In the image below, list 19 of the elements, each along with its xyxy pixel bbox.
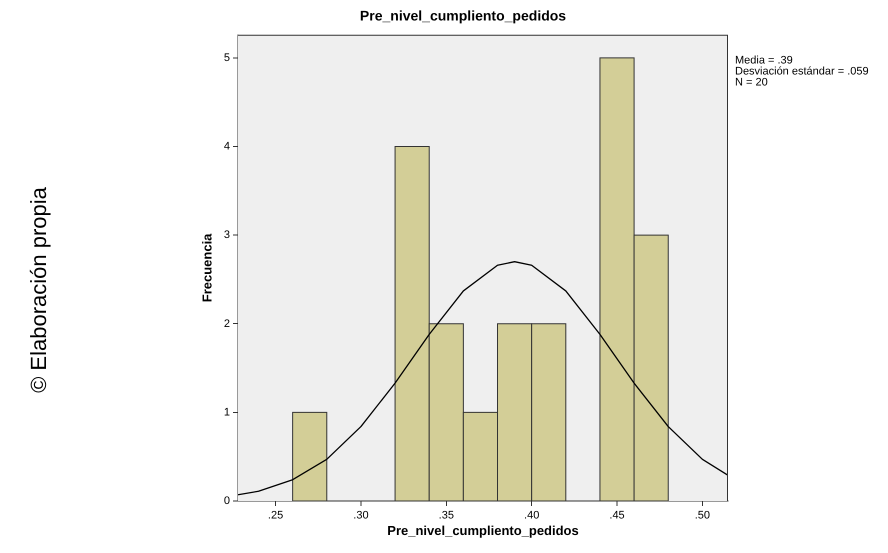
text: N = 20 xyxy=(735,76,768,88)
y-tick-label: 4 xyxy=(224,140,230,153)
x-tick-label: .25 xyxy=(268,510,284,522)
x-tick-label: .40 xyxy=(524,510,540,522)
x-axis-title: Pre_nivel_cumpliento_pedidos xyxy=(387,522,579,538)
text: Media = .39 xyxy=(735,54,793,66)
chart-title: Pre_nivel_cumpliento_pedidos xyxy=(360,7,566,24)
y-tick-label: 2 xyxy=(224,318,230,330)
text: © Elaboración propia xyxy=(26,186,52,393)
y-tick-label: 0 xyxy=(224,495,230,508)
y-tick-label: 1 xyxy=(224,406,230,418)
y-axis-title: Frecuencia xyxy=(199,232,214,302)
y-tick-label: 5 xyxy=(224,52,230,64)
y-tick-label: 3 xyxy=(224,229,230,242)
x-tick-label: .35 xyxy=(438,510,454,522)
x-tick-label: .50 xyxy=(694,510,710,522)
x-tick-label: .30 xyxy=(353,510,369,522)
x-tick-label: .45 xyxy=(609,510,625,522)
text: Desviación estándar = .059 xyxy=(735,65,869,78)
